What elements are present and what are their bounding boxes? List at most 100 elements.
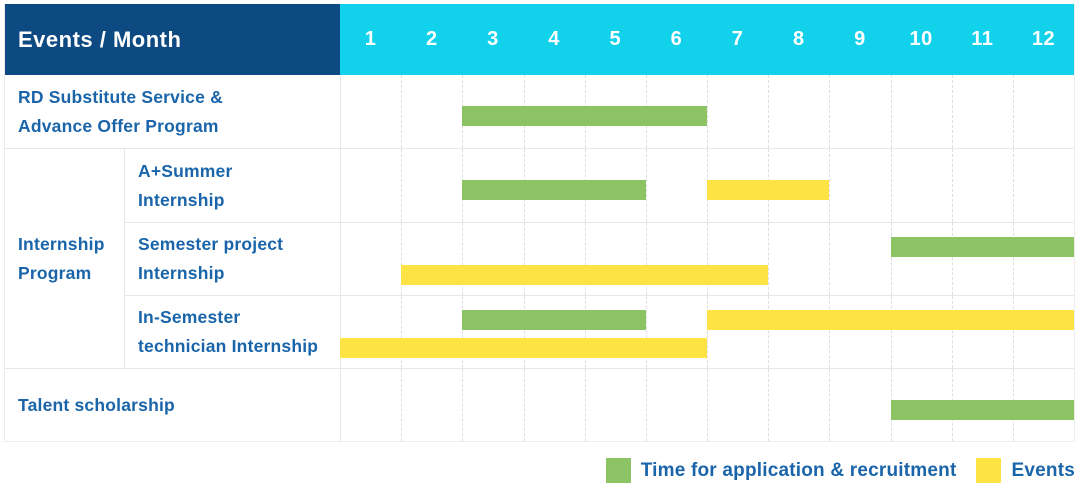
month-grid-cell: [890, 149, 952, 222]
month-grid-cell: [951, 223, 1013, 295]
month-header-cell: 9: [854, 28, 866, 50]
row-in-semester-technician-internship: In-Semester technician Internship: [124, 295, 1074, 368]
group-label-line: Internship: [18, 233, 105, 254]
chart-area-semester-project: [340, 223, 1074, 295]
application-bar: [890, 400, 1074, 420]
month-grid-cell: [1012, 223, 1074, 295]
month-grid-cell: [401, 149, 462, 222]
month-grid-cell: [340, 75, 401, 148]
month-header-cell: 5: [609, 28, 622, 50]
month-grid-cell: [890, 75, 952, 148]
month-grid-cell: [340, 296, 401, 368]
legend-item-application: Time for application & recruitment: [605, 458, 957, 483]
row-label-semester-project: Semester project Internship: [124, 223, 340, 295]
events-gantt-table: Events / Month 1 2 3 4 5 6 7 8 9 10 11 12 RD Substi…: [4, 4, 1075, 442]
month-grid-cell: [1012, 75, 1074, 148]
month-header-cell: 10: [909, 28, 933, 50]
month-grid-cell: [645, 223, 707, 295]
application-color-swatch: [605, 458, 631, 483]
row-label-in-semester: In-Semester technician Internship: [124, 296, 340, 368]
chart-area-rd-substitute: [340, 75, 1074, 148]
events-color-swatch: [976, 458, 1002, 483]
legend-label-events: Events: [1011, 459, 1075, 481]
row-label-rd-substitute: RD Substitute Service & Advance Offer Pr…: [5, 75, 340, 148]
group-label-internship-program: Internship Program: [5, 149, 124, 368]
month-grid-cell: [829, 296, 890, 368]
row-label-talent-scholarship: Talent scholarship: [5, 369, 340, 441]
chart-area-a-summer: [340, 149, 1074, 222]
row-label-line: technician Internship: [138, 336, 319, 356]
month-header-cell: 12: [1031, 28, 1056, 50]
month-header-cell: 7: [731, 28, 744, 50]
month-grid-cell: [584, 296, 646, 368]
month-grid-cell: [1012, 296, 1074, 368]
month-grid-cell: [707, 75, 768, 148]
month-grid-cell: [645, 369, 707, 441]
month-grid-cell: [768, 369, 829, 441]
row-label-line: Talent scholarship: [18, 394, 175, 415]
month-grid-cell: [462, 369, 523, 441]
event-bar: [707, 180, 830, 200]
application-bar: [462, 106, 707, 126]
row-rd-substitute: RD Substitute Service & Advance Offer Pr…: [5, 75, 1074, 148]
month-header-cell: 6: [670, 28, 683, 50]
month-grid-cell: [584, 369, 646, 441]
legend: Time for application & recruitment Event…: [605, 458, 1075, 483]
month-grid-cell: [523, 223, 585, 295]
group-label-line: Program: [18, 262, 92, 283]
month-grid-cell: [707, 296, 768, 368]
month-grid-cell: [401, 75, 462, 148]
month-grid-cell: [1012, 149, 1074, 222]
month-grid-cell: [340, 223, 401, 295]
application-bar: [890, 237, 1074, 257]
row-label-line: Advance Offer Program: [18, 115, 219, 136]
event-bar: [707, 310, 1074, 330]
month-grid-cell: [462, 223, 523, 295]
month-grid-cell: [829, 75, 890, 148]
month-header-row: 1 2 3 4 5 6 7 8 9 10 11 12: [340, 4, 1074, 75]
row-label-line: A+Summer: [138, 160, 233, 181]
group-subrows: A+Summer Internship Semester project Int…: [124, 149, 1074, 368]
month-grid-cell: [768, 296, 829, 368]
group-internship-program: Internship Program A+Summer Internship S…: [5, 148, 1074, 368]
month-grid-cell: [829, 369, 890, 441]
month-grid-cell: [890, 296, 952, 368]
month-grid-cell: [401, 223, 462, 295]
month-grid-cell: [707, 369, 768, 441]
month-grid-cell: [707, 223, 768, 295]
month-grid-cell: [523, 296, 585, 368]
chart-area-in-semester: [340, 296, 1074, 368]
month-header-cell: 2: [425, 28, 438, 50]
month-grid-cell: [829, 149, 890, 222]
row-label-line: RD Substitute Service &: [18, 86, 223, 107]
month-grid-cell: [401, 369, 462, 441]
month-grid-cell: [645, 296, 707, 368]
month-grid-cell: [584, 223, 646, 295]
month-grid-cell: [523, 369, 585, 441]
month-header-cell: 11: [971, 28, 994, 50]
row-label-a-summer: A+Summer Internship: [124, 149, 340, 222]
table-header: Events / Month 1 2 3 4 5 6 7 8 9 10 11 12: [5, 4, 1074, 75]
legend-item-events: Events: [976, 458, 1075, 483]
month-header-cell: 8: [792, 28, 805, 50]
row-label-line: Internship: [138, 189, 225, 210]
row-talent-scholarship: Talent scholarship: [5, 368, 1074, 441]
row-label-line: Semester project: [138, 234, 284, 254]
application-bar: [462, 310, 646, 330]
month-grid-cell: [890, 223, 952, 295]
chart-area-talent-scholarship: [340, 369, 1074, 441]
month-grid-cell: [401, 296, 462, 368]
month-grid-cell: [951, 296, 1013, 368]
event-bar: [401, 265, 769, 285]
month-grid-cell: [340, 149, 401, 222]
month-grid-cell: [340, 369, 401, 441]
table-header-title: Events / Month: [5, 4, 340, 75]
month-header-cell: 4: [548, 28, 560, 50]
month-grid-cell: [462, 296, 523, 368]
month-grid-cell: [768, 75, 829, 148]
legend-label-application: Time for application & recruitment: [640, 459, 957, 481]
row-semester-project-internship: Semester project Internship: [124, 222, 1074, 295]
row-label-line: Internship: [138, 263, 225, 283]
application-bar: [462, 180, 646, 200]
month-grid-cell: [768, 223, 829, 295]
